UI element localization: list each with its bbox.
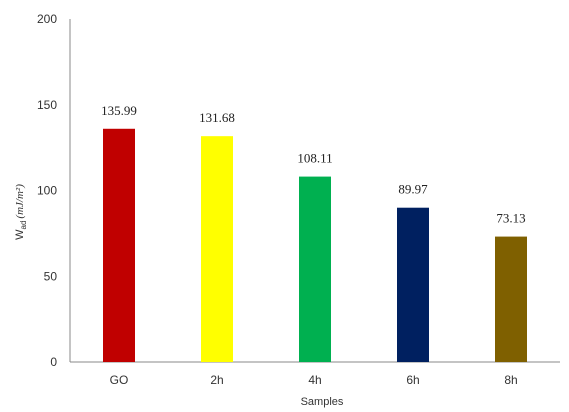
bars (103, 128, 527, 362)
bar-6h (397, 207, 429, 362)
x-axis-title: Samples (301, 396, 344, 408)
y-tick-label-100: 100 (37, 184, 57, 198)
y-axis-title-unit: (mJ/m²) (14, 184, 26, 219)
x-tick-label-2h: 2h (210, 373, 223, 387)
bar-4h (299, 176, 331, 362)
y-axis-title-sub: ad (19, 221, 28, 230)
y-axis-title-main: W (14, 229, 26, 240)
x-tick-labels: GO 2h 4h 6h 8h (110, 373, 518, 387)
y-tick-label-50: 50 (44, 269, 58, 283)
data-label-8h: 73.13 (496, 211, 525, 226)
y-tick-label-0: 0 (50, 355, 57, 369)
x-tick-label-4h: 4h (308, 373, 321, 387)
y-tick-label-200: 200 (37, 12, 57, 26)
x-tick-label-GO: GO (110, 373, 129, 387)
data-label-2h: 131.68 (199, 110, 235, 125)
data-label-4h: 108.11 (297, 151, 332, 166)
x-tick-label-6h: 6h (406, 373, 419, 387)
data-label-GO: 135.99 (101, 103, 137, 118)
bar-2h (201, 136, 233, 362)
y-tick-label-150: 150 (37, 98, 57, 112)
x-tick-label-8h: 8h (504, 373, 517, 387)
y-axis-title: Wad (mJ/m²) (14, 184, 28, 240)
data-labels: 135.99 131.68 108.11 89.97 73.13 (101, 103, 526, 226)
y-tick-labels: 0 50 100 150 200 (37, 12, 57, 369)
data-label-6h: 89.97 (398, 182, 428, 197)
bar-8h (495, 236, 527, 362)
bar-GO (103, 128, 135, 362)
